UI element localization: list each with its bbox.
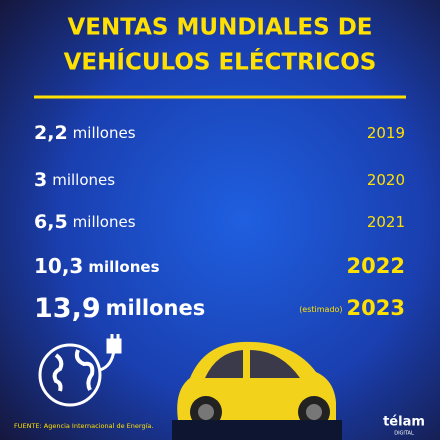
amount: 13,9: [34, 293, 101, 324]
year: 2020: [367, 171, 405, 189]
unit: millones: [73, 124, 136, 142]
year: 2022: [347, 254, 405, 278]
title-line: VEHÍCULOS ELÉCTRICOS: [64, 48, 377, 76]
year-line: 2021: [367, 213, 405, 231]
amount-line: 13,9 millones: [34, 293, 205, 324]
amount-line: 10,3 millones: [34, 254, 160, 278]
unit: millones: [73, 213, 136, 231]
amount: 3: [34, 169, 47, 191]
logo: télam: [383, 415, 425, 430]
amount: 10,3: [34, 254, 83, 278]
unit: millones: [52, 171, 115, 189]
year: 2021: [367, 213, 405, 231]
unit: millones: [106, 296, 206, 320]
amount-line: 6,5 millones: [34, 211, 136, 233]
note: (estimado): [299, 305, 342, 314]
amount: 2,2: [34, 122, 68, 144]
car-icon: [172, 341, 342, 440]
unit: millones: [88, 258, 159, 276]
year-line: (estimado) 2023: [299, 296, 405, 320]
source: FUENTE: Agencia Internacional de Energía…: [14, 422, 153, 430]
title-line: VENTAS MUNDIALES DE: [67, 15, 372, 41]
year-line: 2020: [367, 171, 405, 189]
logo-sub: DIGITAL: [394, 431, 414, 437]
amount-line: 3 millones: [34, 169, 115, 191]
year: 2019: [367, 124, 405, 142]
year-line: 2019: [367, 124, 405, 142]
year: 2023: [347, 296, 405, 320]
year-line: 2022: [347, 254, 405, 278]
amount: 6,5: [34, 211, 68, 233]
globe-icon: [38, 334, 122, 407]
amount-line: 2,2 millones: [34, 122, 136, 144]
